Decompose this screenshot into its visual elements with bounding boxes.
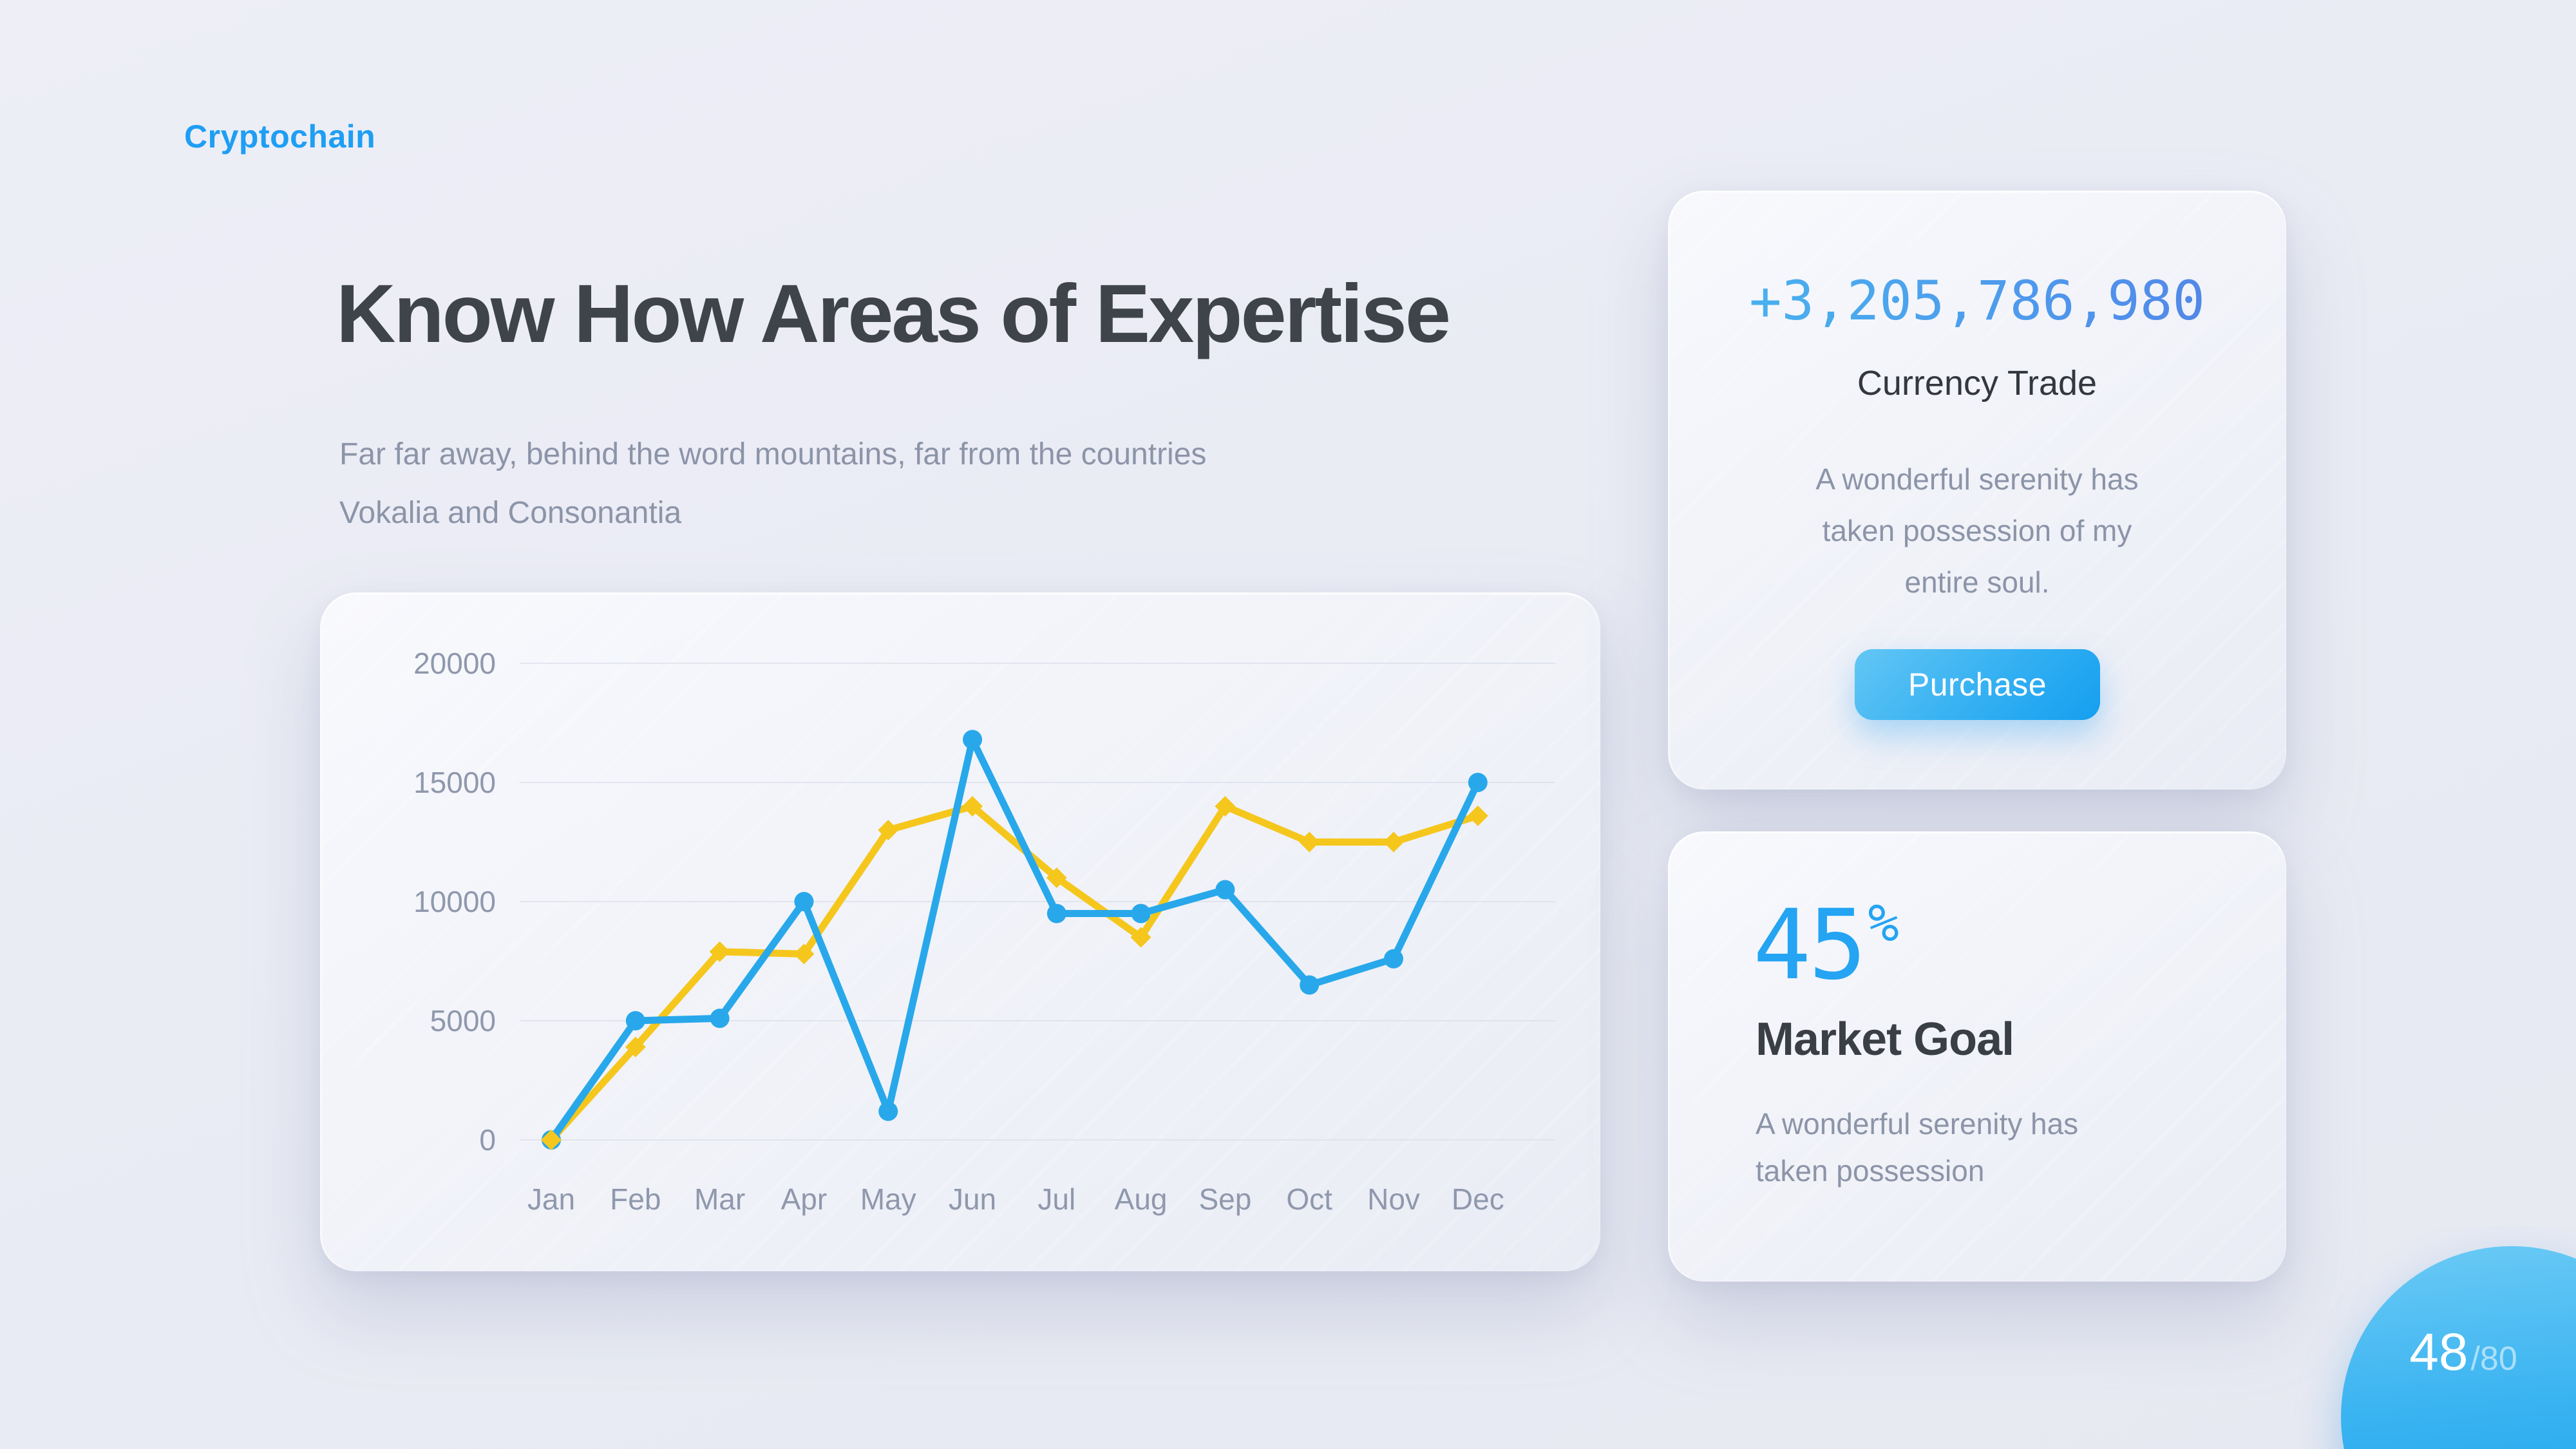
svg-text:Nov: Nov [1367,1182,1420,1216]
purchase-button[interactable]: Purchase [1855,649,2100,720]
page-total-number: /80 [2470,1340,2517,1378]
svg-text:Sep: Sep [1198,1182,1251,1216]
svg-text:May: May [860,1182,916,1216]
page-indicator: 48 /80 [2380,1322,2547,1383]
svg-text:5000: 5000 [430,1004,496,1037]
brand-logo: Cryptochain [184,118,376,155]
goal-description: A wonderful serenity has taken possessio… [1756,1101,2078,1195]
svg-text:Apr: Apr [781,1182,828,1216]
svg-text:Oct: Oct [1286,1182,1332,1216]
goal-title: Market Goal [1756,1014,2014,1065]
currency-description-line-1: A wonderful serenity has [1815,462,2139,496]
goal-value-row: 45% [1753,889,1899,1001]
page-current-number: 48 [2409,1323,2468,1381]
currency-amount: +3,205,786,980 [1668,269,2286,332]
svg-text:Feb: Feb [610,1182,661,1216]
page-subtitle-line-2: Vokalia and Consonantia [339,496,682,530]
svg-text:Jun: Jun [949,1182,996,1216]
currency-description-line-2: taken possession of my [1822,514,2132,547]
svg-text:0: 0 [479,1123,496,1157]
expertise-line-chart: 0 5000 10000 15000 20000 Jan Feb Mar Apr May Jun Ju… [413,647,1555,1216]
currency-trade-card: +3,205,786,980 Currency Trade A wonderfu… [1668,191,2286,790]
chart-card: 0 5000 10000 15000 20000 Jan Feb Mar Apr May Jun Ju… [320,592,1600,1271]
page-title: Know How Areas of Expertise [336,268,1451,360]
goal-unit: % [1868,893,1899,953]
page-subtitle: Far far away, behind the word mountains,… [339,425,1206,542]
currency-description: A wonderful serenity has taken possessio… [1668,453,2286,608]
svg-text:Jul: Jul [1037,1182,1075,1216]
currency-label: Currency Trade [1857,364,2098,402]
page-subtitle-line-1: Far far away, behind the word mountains,… [339,437,1207,471]
goal-value: 45 [1753,889,1867,1001]
svg-text:10000: 10000 [413,885,496,918]
goal-description-line-1: A wonderful serenity has [1756,1107,2079,1141]
page-indicator-circle: 48 /80 [2341,1246,2576,1449]
svg-text:Mar: Mar [694,1182,745,1216]
currency-description-line-3: entire soul. [1904,565,2050,599]
goal-description-line-2: taken possession [1756,1154,1985,1188]
svg-text:Dec: Dec [1452,1182,1504,1216]
svg-text:20000: 20000 [413,647,496,680]
svg-text:Aug: Aug [1115,1182,1168,1216]
market-goal-card: 45% Market Goal A wonderful serenity has… [1668,831,2286,1282]
svg-text:Jan: Jan [527,1182,575,1216]
svg-text:15000: 15000 [413,766,496,799]
